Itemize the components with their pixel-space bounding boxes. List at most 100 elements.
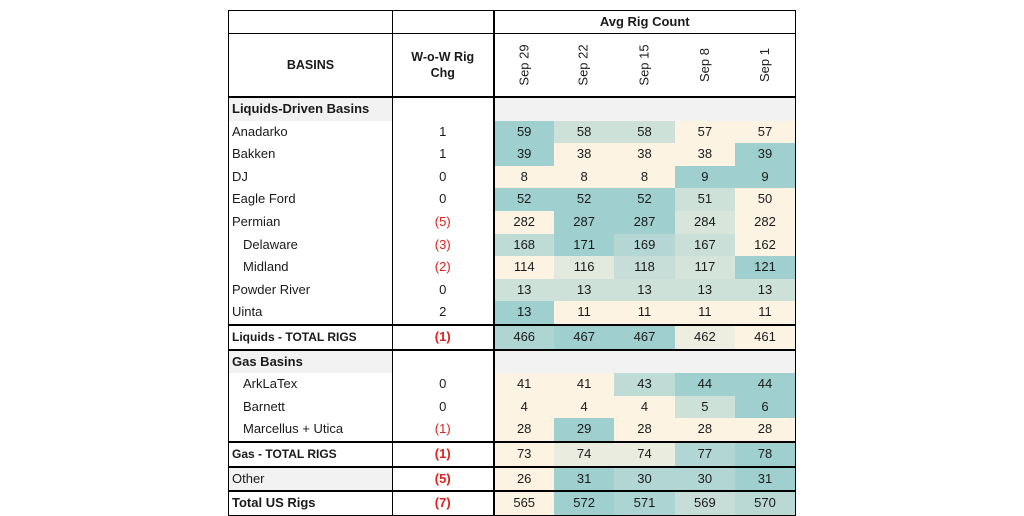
rig-count-cell: 569 [674, 490, 736, 516]
rig-count-cell: 114 [492, 256, 554, 279]
rig-count-cell: 121 [735, 256, 796, 279]
rig-count-cell: 57 [735, 120, 796, 144]
rig-count-cell: 58 [614, 120, 675, 144]
rig-count-cell: 39 [735, 143, 796, 166]
rig-count-cell [553, 349, 615, 374]
table-row: Powder River 0 13 13 13 13 13 [228, 278, 796, 302]
table-row: Anadarko 1 59 58 58 57 57 [228, 120, 796, 144]
basin-name: Delaware [228, 233, 393, 257]
table-row: Uinta 2 13 11 11 11 11 [228, 301, 796, 325]
rig-count-cell: 11 [553, 301, 615, 325]
rig-count-cell: 287 [553, 210, 615, 234]
rig-count-cell: 41 [553, 373, 615, 396]
rig-count-cell: 73 [492, 440, 554, 468]
rig-count-cell [492, 349, 554, 374]
rig-count-cell: 565 [492, 490, 554, 516]
rig-count-cell: 9 [674, 165, 736, 189]
rig-count-cell: 77 [674, 440, 736, 468]
table-row: Barnett 0 4 4 4 5 6 [228, 395, 796, 419]
rig-count-cell: 162 [735, 233, 796, 257]
wow-change: 1 [392, 143, 494, 166]
basin-name: DJ [228, 165, 393, 189]
rig-count-cell: 29 [553, 418, 615, 442]
date-label: Sep 15 [636, 44, 652, 86]
wow-column-header: W-o-W Rig Chg [392, 33, 494, 98]
table-row: ArkLaTex 0 41 41 43 44 44 [228, 373, 796, 396]
rig-count-cell: 6 [735, 395, 796, 419]
basin-name: Liquids - TOTAL RIGS [228, 323, 393, 351]
section-total-row: Gas - TOTAL RIGS (1) 73 74 74 77 78 [228, 440, 796, 468]
date-column-header: Sep 29 [492, 33, 554, 98]
rig-count-cell: 38 [614, 143, 675, 166]
avg-rig-count-header: Avg Rig Count [492, 10, 796, 34]
rig-count-cell: 11 [614, 301, 675, 325]
wow-change: (3) [392, 233, 494, 257]
date-label: Sep 22 [576, 44, 592, 86]
rig-count-cell: 282 [492, 210, 554, 234]
rig-count-cell: 28 [492, 418, 554, 442]
table-row: Marcellus + Utica (1) 28 29 28 28 28 [228, 418, 796, 442]
rig-count-cell: 44 [674, 373, 736, 396]
wow-change: (1) [392, 323, 494, 351]
rig-count-cell [674, 97, 736, 121]
date-column-header: Sep 22 [553, 33, 615, 98]
rig-count-cell: 287 [614, 210, 675, 234]
rig-count-cell: 74 [553, 440, 615, 468]
wow-change: 0 [392, 165, 494, 189]
rig-count-cell: 169 [614, 233, 675, 257]
basin-name: Gas - TOTAL RIGS [228, 440, 393, 468]
basin-name: Bakken [228, 143, 393, 166]
basin-name: Other [228, 465, 393, 492]
rig-count-cell: 116 [553, 256, 615, 279]
wow-change: (5) [392, 465, 494, 492]
rig-count-table: Avg Rig Count BASINS W-o-W Rig Chg Sep 2… [228, 10, 796, 516]
rig-count-cell [614, 97, 675, 121]
basin-name: ArkLaTex [228, 373, 393, 396]
wow-change: (2) [392, 256, 494, 279]
wow-change: (1) [392, 418, 494, 442]
basin-name: Marcellus + Utica [228, 418, 393, 442]
rig-count-cell: 8 [614, 165, 675, 189]
wow-change: 1 [392, 120, 494, 144]
rig-count-cell: 11 [674, 301, 736, 325]
rig-count-cell: 50 [735, 188, 796, 211]
wow-change: 0 [392, 395, 494, 419]
table-body: Liquids-Driven Basins Anadarko 1 59 58 58 57 57… [228, 97, 796, 516]
basin-name: Gas Basins [228, 349, 393, 374]
rig-count-cell: 43 [614, 373, 675, 396]
rig-count-cell: 467 [553, 323, 615, 351]
rig-count-cell: 8 [492, 165, 554, 189]
table-row: Delaware (3) 168 171 169 167 162 [228, 233, 796, 257]
wow-change [392, 349, 494, 374]
rig-count-cell: 461 [735, 323, 796, 351]
header-blank-basin [228, 10, 393, 34]
section-header-row: Gas Basins [228, 349, 796, 374]
section-total-row: Liquids - TOTAL RIGS (1) 466 467 467 462 461 [228, 323, 796, 351]
wow-change: 0 [392, 188, 494, 211]
basin-name: Anadarko [228, 120, 393, 144]
date-column-header: Sep 1 [735, 33, 796, 98]
rig-count-cell: 59 [492, 120, 554, 144]
wow-change: (1) [392, 440, 494, 468]
rig-count-cell: 4 [614, 395, 675, 419]
rig-count-cell: 282 [735, 210, 796, 234]
rig-count-cell: 466 [492, 323, 554, 351]
rig-count-cell [735, 349, 796, 374]
rig-count-cell: 26 [492, 465, 554, 492]
rig-count-cell [553, 97, 615, 121]
table-row: Eagle Ford 0 52 52 52 51 50 [228, 188, 796, 211]
rig-count-cell: 570 [735, 490, 796, 516]
wow-change: (5) [392, 210, 494, 234]
rig-count-cell: 28 [674, 418, 736, 442]
rig-count-cell: 44 [735, 373, 796, 396]
wow-change [392, 97, 494, 121]
rig-count-cell: 13 [735, 278, 796, 302]
rig-count-table-container: Avg Rig Count BASINS W-o-W Rig Chg Sep 2… [228, 10, 796, 516]
rig-count-cell: 28 [735, 418, 796, 442]
rig-count-cell: 13 [614, 278, 675, 302]
rig-count-cell: 13 [674, 278, 736, 302]
rig-count-cell: 30 [674, 465, 736, 492]
basin-name: Uinta [228, 301, 393, 325]
header-blank-wow [392, 10, 494, 34]
rig-count-cell: 30 [614, 465, 675, 492]
